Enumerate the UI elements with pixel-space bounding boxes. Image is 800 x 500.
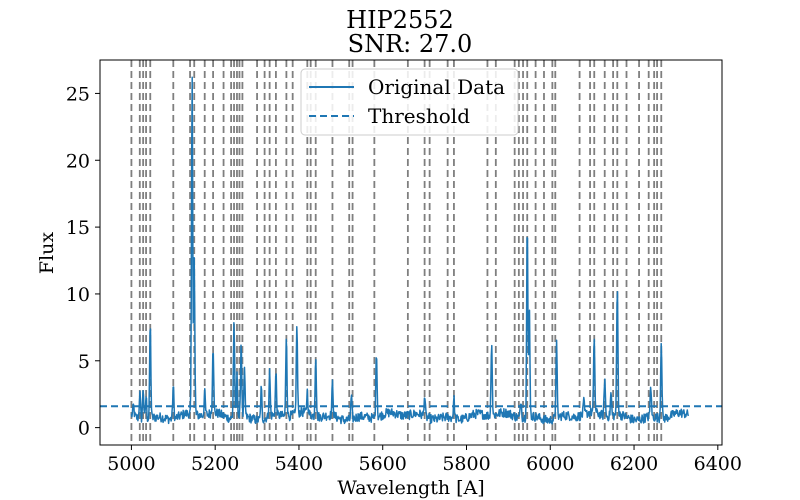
chart-title: HIP2552	[346, 6, 454, 34]
y-tick-label: 5	[78, 351, 90, 373]
data-series	[130, 76, 690, 425]
y-tick-label: 0	[78, 418, 90, 440]
x-tick-label: 5400	[275, 453, 323, 475]
legend: Original Data Threshold	[300, 68, 519, 136]
legend-box	[300, 68, 519, 136]
x-tick-label: 6400	[694, 453, 742, 475]
y-tick-label: 15	[66, 217, 90, 239]
original-data-line	[130, 76, 690, 425]
x-tick-label: 5000	[107, 453, 155, 475]
chart-subtitle: SNR: 27.0	[348, 30, 473, 58]
x-tick-label: 5200	[191, 453, 239, 475]
x-tick-label: 5800	[442, 453, 490, 475]
x-tick-label: 5600	[359, 453, 407, 475]
x-ticks: 5000 5200 5400 5600 5800 6000 6200 6400	[107, 445, 742, 475]
plot-frame	[99, 59, 723, 446]
legend-original-label: Original Data	[368, 75, 505, 99]
y-ticks: 0 5 10 15 20 25	[66, 83, 100, 440]
y-tick-label: 20	[66, 150, 90, 172]
x-axis-label: Wavelength [A]	[337, 477, 484, 499]
y-axis-label: Flux	[36, 232, 58, 274]
y-tick-label: 10	[66, 284, 90, 306]
legend-threshold-label: Threshold	[368, 104, 470, 128]
x-tick-label: 6000	[526, 453, 574, 475]
y-tick-label: 25	[66, 83, 90, 105]
x-tick-label: 6200	[610, 453, 658, 475]
